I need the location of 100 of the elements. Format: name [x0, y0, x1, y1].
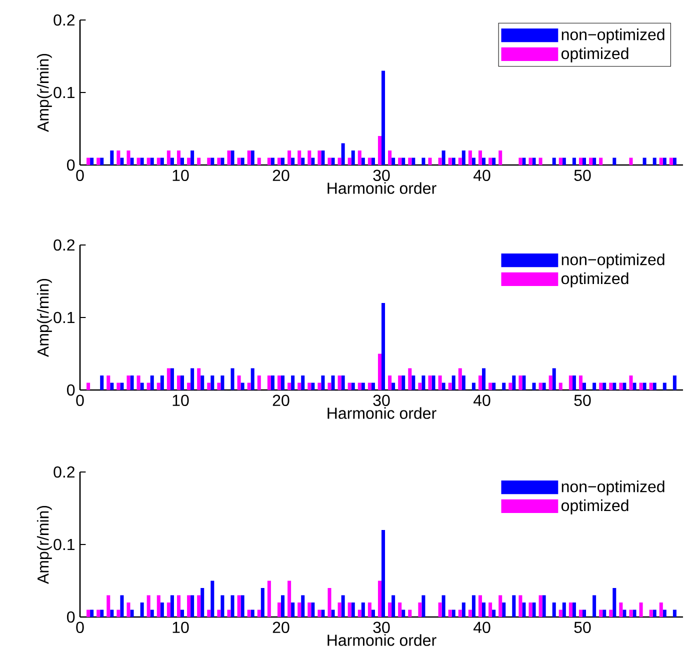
- bar: [472, 382, 476, 390]
- bar: [140, 602, 144, 618]
- bar: [609, 382, 613, 390]
- bar: [662, 158, 666, 165]
- bar: [502, 602, 506, 618]
- bar: [371, 382, 375, 390]
- bar: [378, 580, 382, 618]
- bar: [156, 595, 160, 618]
- bar: [662, 610, 666, 618]
- bar: [568, 376, 572, 390]
- bar: [277, 158, 281, 165]
- bar: [156, 158, 160, 165]
- bar: [498, 595, 502, 618]
- bar: [126, 150, 130, 165]
- bar: [257, 158, 261, 165]
- x-tick-label: 10: [172, 170, 189, 182]
- bar: [110, 150, 114, 165]
- bar: [207, 158, 211, 165]
- legend-label: optimized: [561, 47, 628, 62]
- bar: [110, 382, 114, 390]
- bar: [492, 382, 496, 390]
- bar: [146, 595, 150, 618]
- bar: [398, 158, 402, 165]
- bar: [532, 382, 536, 390]
- bar: [166, 368, 170, 390]
- bar: [438, 376, 442, 390]
- bar: [210, 158, 214, 165]
- bar: [428, 158, 432, 165]
- bar: [351, 150, 355, 165]
- bar: [240, 595, 244, 618]
- bar: [160, 158, 164, 165]
- bar: [288, 580, 292, 618]
- bar: [672, 158, 676, 165]
- bar: [156, 382, 160, 390]
- bar: [448, 610, 452, 618]
- bar: [247, 610, 251, 618]
- x-tick-label: 30: [373, 622, 390, 634]
- bar: [146, 382, 150, 390]
- bar: [140, 158, 144, 165]
- bar: [180, 610, 184, 618]
- bar: [170, 158, 174, 165]
- bar: [548, 376, 552, 390]
- bar: [629, 610, 633, 618]
- bar: [291, 602, 295, 618]
- bar: [308, 150, 312, 165]
- bar: [418, 602, 422, 618]
- bar: [408, 610, 412, 618]
- bar: [187, 382, 191, 390]
- bar: [338, 376, 342, 390]
- bar: [126, 602, 130, 618]
- bar: [361, 382, 365, 390]
- y-axis-title: Amp(r/min): [36, 54, 52, 132]
- bar: [90, 610, 94, 618]
- bar: [341, 143, 345, 165]
- bar: [318, 610, 322, 618]
- bar: [482, 158, 486, 165]
- bar: [270, 158, 274, 165]
- bar: [200, 588, 204, 618]
- bar: [210, 376, 214, 390]
- bar: [328, 158, 332, 165]
- bar: [498, 150, 502, 165]
- bar: [448, 382, 452, 390]
- bar: [311, 158, 315, 165]
- bar: [448, 158, 452, 165]
- y-tick-label: 0.1: [54, 312, 75, 324]
- bar: [582, 158, 586, 165]
- bar: [402, 158, 406, 165]
- bar: [612, 158, 616, 165]
- bar: [552, 368, 556, 390]
- bar: [518, 376, 522, 390]
- bar: [341, 595, 345, 618]
- bar: [358, 382, 362, 390]
- bar: [217, 382, 221, 390]
- bar: [298, 382, 302, 390]
- bar: [512, 595, 516, 618]
- legend-label: non−optimized: [562, 28, 664, 44]
- bar: [321, 376, 325, 390]
- bar: [96, 158, 100, 165]
- x-tick-label: 40: [473, 170, 490, 182]
- bar: [418, 382, 422, 390]
- bar: [582, 382, 586, 390]
- bar: [371, 610, 375, 618]
- bar: [116, 610, 120, 618]
- bar: [298, 150, 302, 165]
- bar: [589, 158, 593, 165]
- y-axis-title: Amp(r/min): [36, 506, 52, 584]
- bar: [140, 382, 144, 390]
- bar: [166, 602, 170, 618]
- bar: [582, 610, 586, 618]
- bar: [392, 158, 396, 165]
- bar: [488, 382, 492, 390]
- bar: [291, 376, 295, 390]
- bar: [632, 610, 636, 618]
- bar: [180, 158, 184, 165]
- bar: [478, 376, 482, 390]
- bar: [412, 376, 416, 390]
- bar: [402, 610, 406, 618]
- x-axis-title: Harmonic order: [328, 407, 436, 419]
- bar: [408, 368, 412, 390]
- bar: [130, 610, 134, 618]
